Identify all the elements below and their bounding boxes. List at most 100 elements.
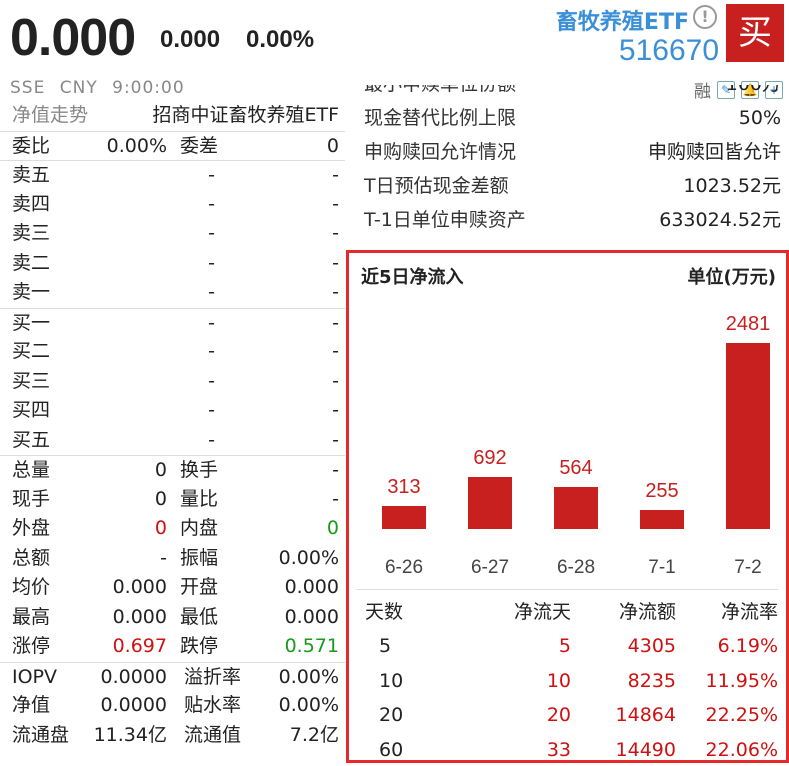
- weicha-value: 0: [326, 134, 339, 157]
- last-price: 0.000: [10, 9, 136, 67]
- ask-price: -: [208, 192, 215, 215]
- bid-volume: -: [332, 311, 339, 334]
- stat-label: 贴水率: [184, 694, 242, 716]
- bid-volume: -: [332, 340, 339, 362]
- nav-trend-label: 净值走势: [12, 104, 89, 126]
- price-change-pct: 0.00%: [246, 26, 315, 53]
- stat-label: 跌停: [180, 635, 219, 657]
- bid-price: -: [208, 399, 215, 421]
- stat-label: 量比: [180, 487, 219, 510]
- ask-label: 卖四: [12, 192, 51, 215]
- bid-row: 买二 - -: [0, 337, 345, 367]
- stat-row: 净值 0.0000 贴水率 0.00%: [0, 691, 345, 721]
- stat-value: 0: [326, 517, 339, 539]
- ask-volume: -: [332, 222, 339, 244]
- stat-label: 最高: [12, 605, 51, 628]
- x-tick-label: 7-2: [734, 557, 762, 578]
- bell-icon[interactable]: 🔔: [741, 80, 759, 99]
- stat-value: 0.000: [112, 605, 167, 628]
- currency: CNY: [59, 78, 98, 98]
- x-tick-label: 7-1: [648, 557, 676, 578]
- amount-cell: 14490: [615, 738, 676, 761]
- stat-label: 均价: [12, 576, 51, 598]
- fund-info-value: 1023.52元: [683, 175, 781, 197]
- margin-label[interactable]: 融: [694, 82, 711, 102]
- stock-name[interactable]: 畜牧养殖ETF: [555, 10, 689, 35]
- column-header: 净流额: [618, 601, 676, 623]
- table-row: 5 5 4305 6.19%: [349, 629, 786, 663]
- bid-row: 买一 - -: [0, 307, 345, 338]
- rate-cell: 6.19%: [717, 635, 778, 657]
- stat-label: 外盘: [12, 517, 51, 539]
- column-header: 净流率: [720, 601, 778, 623]
- info-icon[interactable]: !: [693, 5, 717, 29]
- fund-info-key: 现金替代比例上限: [364, 107, 517, 129]
- stat-label: 现手: [12, 487, 51, 510]
- days-cell: 20: [379, 704, 404, 726]
- stat-label: 溢折率: [184, 665, 242, 688]
- fund-info-key: T日预估现金差额: [364, 175, 509, 197]
- stat-value: 0.0000: [100, 665, 167, 688]
- fund-full-name: 招商中证畜牧养殖ETF: [152, 104, 339, 126]
- edit-icon[interactable]: ✎: [717, 80, 735, 99]
- stat-row: 流通盘 11.34亿 流通值 7.2亿: [0, 721, 345, 751]
- bid-label: 买三: [12, 369, 51, 392]
- quote-time: 9:00:00: [112, 78, 185, 98]
- bid-label: 买一: [12, 311, 51, 334]
- rate-cell: 22.25%: [705, 704, 778, 726]
- stat-label: 流通盘: [12, 723, 70, 746]
- bid-price: -: [208, 369, 215, 392]
- ask-row: 卖三 - -: [0, 219, 345, 249]
- fund-info-row: 申购赎回允许情况 申购赎回皆允许: [352, 135, 789, 169]
- stat-label: 净值: [12, 694, 51, 716]
- bid-volume: -: [332, 399, 339, 421]
- fund-info-key: T-1日单位申赎资产: [364, 209, 526, 231]
- column-header: 净流天: [513, 601, 571, 623]
- amount-cell: 14864: [615, 704, 676, 726]
- fund-info-panel: 最小申赎单位份额 100万 现金替代比例上限 50% 申购赎回允许情况 申购赎回皆允许…: [352, 85, 789, 237]
- stat-value: 0.571: [284, 635, 339, 657]
- stat-value: 0.000: [112, 576, 167, 598]
- ask-price: -: [208, 281, 215, 303]
- rate-cell: 22.06%: [705, 738, 778, 761]
- stat-row: 外盘 0 内盘 0: [0, 514, 345, 544]
- stat-value: -: [332, 459, 339, 481]
- stat-row: 总量 0 换手 -: [0, 455, 345, 485]
- chart-bar: [640, 509, 684, 529]
- add-icon[interactable]: +: [765, 80, 783, 99]
- ask-label: 卖三: [12, 222, 51, 244]
- days-cell: 10: [379, 669, 404, 692]
- stat-row: IOPV 0.0000 溢折率 0.00%: [0, 661, 345, 692]
- stat-row: 涨停 0.697 跌停 0.571: [0, 632, 345, 662]
- bar-value-label: 564: [559, 456, 593, 479]
- rate-cell: 11.95%: [705, 669, 778, 692]
- stat-value: 0.00%: [278, 665, 339, 688]
- stat-value: 0: [154, 459, 167, 481]
- ask-row: 卖一 - -: [0, 278, 345, 308]
- bid-price: -: [208, 340, 215, 362]
- ask-row: 卖二 - -: [0, 249, 345, 279]
- buy-button[interactable]: 买: [726, 4, 784, 62]
- stat-row: 总额 - 振幅 0.00%: [0, 544, 345, 574]
- bid-volume: -: [332, 369, 339, 392]
- ask-row: 卖四 - -: [0, 190, 345, 220]
- quote-header: 0.000 0.000 0.00% SSE CNY 9:00:00 畜牧养殖ET…: [0, 0, 789, 102]
- days-cell: 60: [379, 738, 404, 761]
- flow-days-cell: 20: [546, 704, 571, 726]
- stat-row: 现手 0 量比 -: [0, 485, 345, 515]
- stat-row: 最高 0.000 最低 0.000: [0, 603, 345, 633]
- ask-volume: -: [332, 164, 339, 186]
- stat-row: 均价 0.000 开盘 0.000: [0, 573, 345, 603]
- bid-row: 买四 - -: [0, 396, 345, 426]
- table-row: 10 10 8235 11.95%: [349, 664, 786, 698]
- flow-days-cell: 10: [546, 669, 571, 692]
- amount-cell: 4305: [627, 635, 676, 657]
- chart-bar: [382, 505, 426, 529]
- weibi-label: 委比: [12, 134, 51, 157]
- toolbar: 融 ✎ 🔔 +: [694, 77, 783, 102]
- net-inflow-panel: 近5日净流入 单位(万元) 313 6-26 692 6-27 564 6-28 255 7-…: [346, 250, 789, 763]
- market-meta: SSE CNY 9:00:00: [10, 78, 193, 98]
- stat-label: 内盘: [180, 517, 219, 539]
- bar-value-label: 692: [473, 447, 507, 470]
- flow-unit: 单位(万元): [687, 267, 776, 288]
